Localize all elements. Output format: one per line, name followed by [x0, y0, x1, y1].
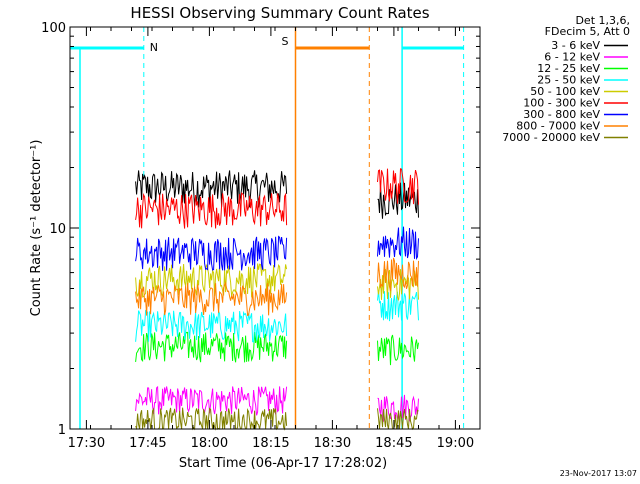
- series-3: [135, 290, 419, 343]
- legend-header-1: FDecim 5, Att 0: [545, 25, 630, 38]
- series-6: [135, 226, 419, 271]
- series-trace: [135, 331, 288, 363]
- footer-timestamp: 23-Nov-2017 13:07: [560, 469, 637, 478]
- series-2: [135, 331, 419, 366]
- series-8: [135, 407, 419, 431]
- legend-label-1: 6 - 12 keV: [544, 51, 600, 64]
- flag-label: S: [282, 35, 289, 48]
- legend-label-0: 3 - 6 keV: [551, 39, 600, 52]
- series-trace: [377, 257, 419, 292]
- series-trace: [135, 309, 288, 343]
- series-trace: [135, 192, 288, 229]
- series-trace: [135, 235, 288, 271]
- x-tick-label-2: 18:00: [191, 436, 228, 451]
- series-trace: [135, 170, 288, 208]
- legend-header-0: Det 1,3,6,: [575, 14, 630, 27]
- series-trace: [377, 334, 419, 366]
- legend-label-5: 100 - 300 keV: [523, 97, 600, 110]
- series-trace: [377, 290, 419, 322]
- series-trace: [377, 226, 419, 261]
- x-tick-label-3: 18:15: [252, 436, 289, 451]
- x-tick-label-5: 18:45: [375, 436, 412, 451]
- x-tick-label-0: 17:30: [68, 436, 105, 451]
- legend-label-8: 7000 - 20000 keV: [502, 131, 600, 144]
- x-tick-label-6: 19:00: [437, 436, 474, 451]
- y-tick-label-1: 10: [49, 222, 66, 237]
- series-trace: [135, 407, 288, 431]
- series-trace: [135, 385, 288, 416]
- x-tick-label-1: 17:45: [129, 436, 166, 451]
- series-trace: [377, 168, 419, 205]
- flag-n: N: [70, 27, 465, 429]
- series-1: [135, 385, 419, 423]
- flag-s: S: [282, 27, 370, 429]
- x-tick-label-4: 18:30: [314, 436, 351, 451]
- legend-label-4: 50 - 100 keV: [530, 85, 600, 98]
- series-trace: [135, 263, 288, 298]
- y-axis-label: Count Rate (s⁻¹ detector⁻¹): [29, 140, 44, 317]
- plot-frame: [69, 26, 481, 430]
- series-trace: [377, 408, 419, 431]
- y-tick-label-0: 1: [58, 423, 66, 438]
- series-trace: [135, 281, 288, 317]
- legend-label-7: 800 - 7000 keV: [516, 120, 600, 133]
- chart-title: HESSI Observing Summary Count Rates: [130, 4, 429, 22]
- series-5: [135, 168, 419, 229]
- flag-label: N: [150, 41, 158, 54]
- legend-label-2: 12 - 25 keV: [537, 62, 600, 75]
- x-axis-label: Start Time (06-Apr-17 17:28:02): [179, 456, 387, 471]
- legend-label-3: 25 - 50 keV: [537, 74, 600, 87]
- y-tick-label-2: 100: [41, 21, 66, 36]
- legend-label-6: 300 - 800 keV: [523, 108, 600, 121]
- series-7: [135, 257, 419, 317]
